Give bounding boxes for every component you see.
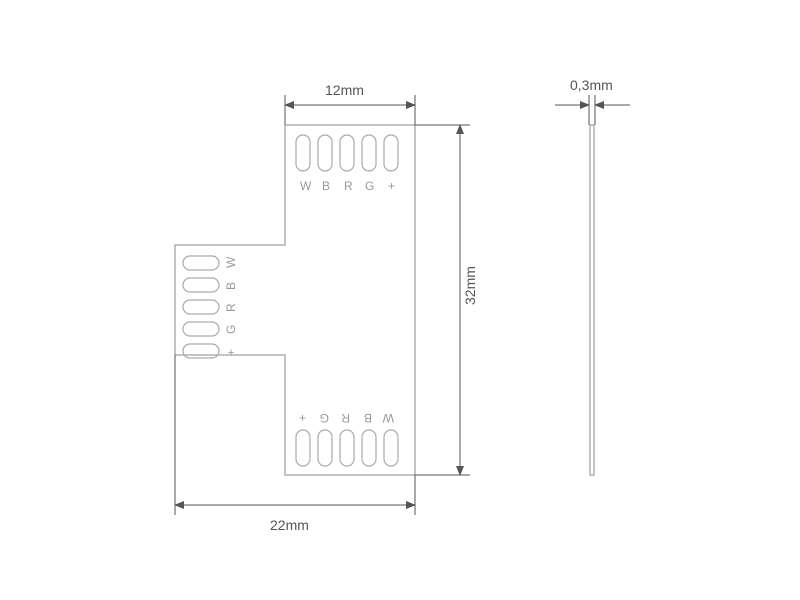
- svg-text:G: G: [365, 179, 378, 193]
- svg-text:32mm: 32mm: [462, 266, 478, 305]
- svg-text:22mm: 22mm: [270, 517, 309, 533]
- pads-left: [183, 256, 219, 358]
- pad-labels-bottom: W B R G +: [295, 411, 394, 425]
- svg-text:G: G: [224, 321, 238, 334]
- svg-text:W: W: [300, 179, 315, 193]
- svg-text:0,3mm: 0,3mm: [570, 77, 613, 93]
- pad-labels-top: W B R G +: [300, 179, 399, 193]
- svg-text:B: B: [322, 179, 334, 193]
- svg-text:B: B: [360, 411, 372, 425]
- svg-text:+: +: [295, 411, 306, 425]
- dim-thickness: 0,3mm: [555, 77, 630, 125]
- svg-text:B: B: [224, 278, 238, 290]
- svg-text:R: R: [344, 179, 357, 193]
- pad-labels-left: W B R G +: [224, 253, 238, 356]
- pads-bottom: [296, 430, 398, 466]
- dim-right: 32mm: [415, 125, 478, 475]
- svg-text:12mm: 12mm: [325, 82, 364, 98]
- svg-text:W: W: [379, 411, 394, 425]
- dim-top: 12mm: [285, 82, 415, 125]
- svg-text:+: +: [388, 179, 399, 193]
- svg-text:+: +: [224, 345, 238, 356]
- pads-top: [296, 135, 398, 171]
- dim-bottom: 22mm: [175, 355, 415, 533]
- svg-text:R: R: [337, 411, 350, 425]
- svg-text:W: W: [224, 253, 238, 268]
- side-view: [590, 125, 594, 475]
- svg-text:G: G: [316, 411, 329, 425]
- svg-text:R: R: [224, 299, 238, 312]
